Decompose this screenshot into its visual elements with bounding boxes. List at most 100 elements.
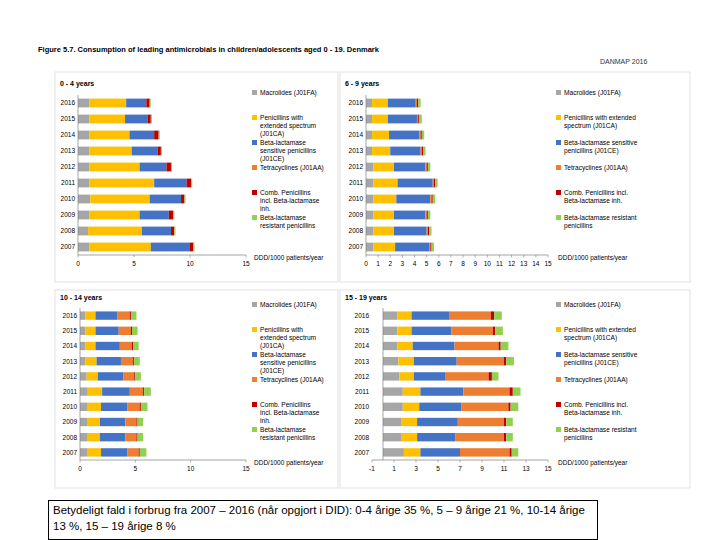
bar bbox=[366, 243, 373, 252]
bar bbox=[134, 372, 135, 380]
category-label: 2008 bbox=[61, 227, 76, 234]
x-axis bbox=[80, 460, 246, 461]
bar bbox=[78, 179, 89, 188]
figure: Figure 5.7. Consumption of leading antim… bbox=[0, 0, 720, 540]
bar bbox=[513, 387, 521, 395]
legend-swatch bbox=[556, 90, 561, 95]
x-tick bbox=[378, 255, 379, 258]
x-tick bbox=[535, 255, 536, 258]
bar bbox=[421, 131, 422, 140]
bar bbox=[510, 448, 512, 456]
bar bbox=[144, 387, 151, 395]
bar bbox=[421, 147, 422, 156]
bar bbox=[396, 195, 430, 204]
bar bbox=[425, 211, 426, 220]
bar bbox=[504, 357, 506, 365]
bar bbox=[428, 211, 430, 220]
bar bbox=[173, 211, 174, 220]
legend-line: inh. bbox=[260, 417, 271, 424]
category-label: 2013 bbox=[355, 358, 370, 365]
bar bbox=[373, 211, 394, 220]
bar bbox=[493, 327, 495, 335]
legend-label: Tetracyclines (J01AA) bbox=[260, 164, 324, 172]
legend-line: spectrum (J01CA) bbox=[564, 122, 617, 130]
bar bbox=[86, 342, 96, 350]
bar bbox=[383, 418, 402, 426]
legend-line: penicillins bbox=[564, 434, 593, 442]
bar bbox=[394, 227, 427, 236]
legend-swatch bbox=[252, 352, 257, 357]
category-label: 2010 bbox=[355, 403, 370, 410]
legend-swatch bbox=[556, 140, 561, 145]
bar bbox=[508, 403, 510, 411]
legend-line: penicillins bbox=[564, 222, 593, 230]
legend-line: resistant penicillins bbox=[260, 434, 316, 442]
x-tick-label: 13 bbox=[522, 465, 530, 472]
bar bbox=[130, 131, 155, 140]
legend-label: Beta-lactamasesensitive penicillins(J01C… bbox=[260, 139, 317, 163]
category-label: 2013 bbox=[61, 147, 76, 154]
category-label: 2012 bbox=[63, 373, 78, 380]
bar bbox=[89, 243, 151, 252]
x-tick bbox=[80, 460, 81, 463]
x-tick-label: 7 bbox=[458, 465, 462, 472]
bar bbox=[427, 163, 428, 172]
bar bbox=[140, 403, 141, 411]
bar bbox=[435, 179, 437, 188]
x-axis-label: DDD/1000 patients/year bbox=[254, 254, 324, 262]
bar bbox=[394, 211, 426, 220]
bar bbox=[128, 403, 140, 411]
category-label: 2011 bbox=[61, 179, 75, 186]
bar bbox=[125, 115, 147, 124]
chart-title: 15 - 19 years bbox=[345, 294, 387, 302]
x-tick bbox=[135, 460, 136, 463]
legend-line: Beta-lactamase sensitive bbox=[564, 351, 638, 358]
panel-frame bbox=[55, 290, 338, 488]
legend-line: Macrolides (J01FA) bbox=[564, 89, 621, 97]
x-tick bbox=[463, 255, 464, 258]
category-label: 2007 bbox=[63, 449, 78, 456]
bar bbox=[460, 448, 510, 456]
bar bbox=[193, 243, 194, 252]
bar bbox=[383, 403, 403, 411]
bar bbox=[366, 195, 373, 204]
legend-swatch bbox=[252, 140, 257, 145]
bar bbox=[150, 195, 181, 204]
panel: 0 - 4 years20162015201420132012201120102… bbox=[55, 72, 338, 282]
category-label: 2011 bbox=[349, 179, 363, 186]
bar bbox=[414, 372, 446, 380]
bar bbox=[78, 195, 90, 204]
legend-line: Comb. Penicillins bbox=[260, 401, 311, 408]
bar bbox=[419, 403, 461, 411]
legend-label: Beta-lactamase sensitivepenicillins (J01… bbox=[564, 351, 638, 367]
x-tick bbox=[475, 255, 476, 258]
legend-swatch bbox=[556, 215, 561, 220]
bar bbox=[80, 433, 88, 441]
legend-line: extended spectrum bbox=[260, 122, 317, 130]
bar bbox=[427, 211, 428, 220]
x-tick bbox=[482, 460, 483, 463]
category-label: 2010 bbox=[63, 403, 78, 410]
bar bbox=[147, 115, 150, 124]
chart-title: 6 - 9 years bbox=[345, 80, 379, 88]
legend-label: Macrolides (J01FA) bbox=[260, 301, 317, 309]
x-tick-label: 8 bbox=[461, 260, 465, 267]
bar bbox=[132, 342, 133, 350]
legend-line: Beta-lactamase resistant bbox=[564, 426, 637, 433]
x-tick-label: 5 bbox=[425, 260, 429, 267]
bars bbox=[383, 311, 521, 456]
bar bbox=[463, 387, 509, 395]
bar bbox=[388, 115, 417, 124]
bar bbox=[121, 357, 133, 365]
bar bbox=[373, 227, 394, 236]
bar bbox=[418, 99, 420, 108]
bar bbox=[98, 372, 123, 380]
bar bbox=[128, 448, 139, 456]
legend-swatch bbox=[252, 115, 257, 120]
x-tick-label: 12 bbox=[508, 260, 516, 267]
bar bbox=[181, 195, 184, 204]
bar bbox=[136, 418, 137, 426]
x-tick bbox=[526, 460, 527, 463]
legend-label: Penicillins with extendedspectrum (J01CA… bbox=[564, 326, 636, 342]
bar bbox=[504, 418, 506, 426]
